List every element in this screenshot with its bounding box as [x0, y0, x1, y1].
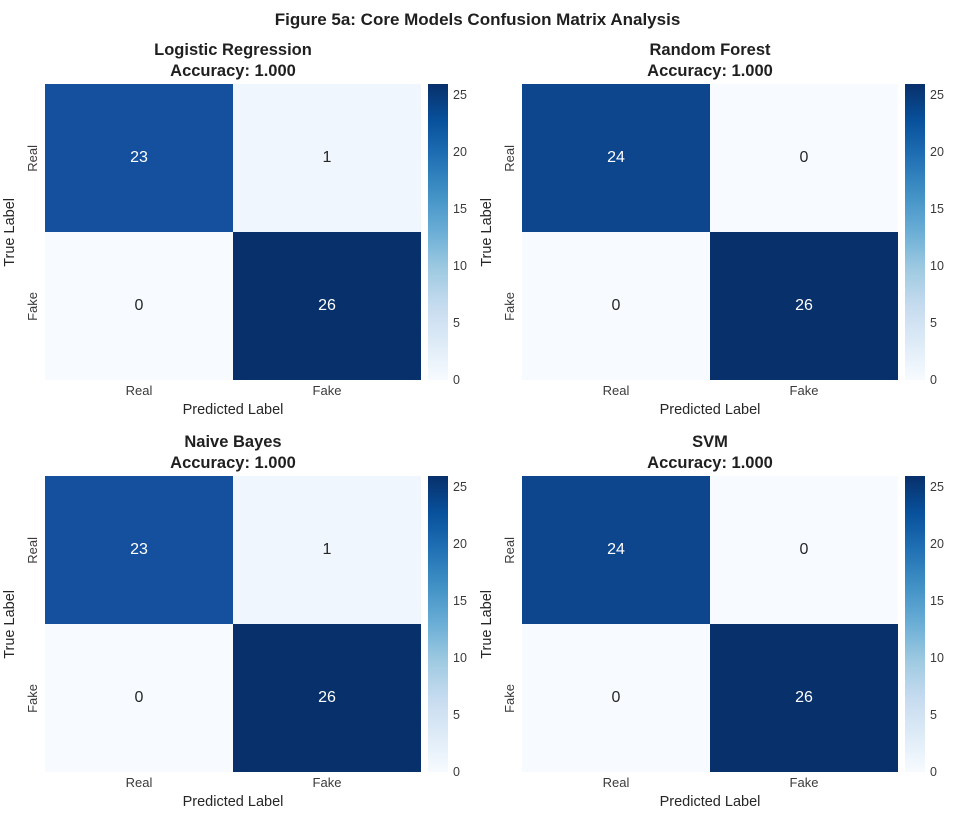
y-axis-label: True Label — [2, 589, 18, 659]
colorbar-tick-label: 0 — [453, 764, 460, 779]
x-tick-fake: Fake — [312, 382, 342, 398]
y-tick-fake: Fake — [25, 683, 40, 713]
cell-true-real-pred-fake: 1 — [233, 84, 421, 232]
confusion-matrix-heatmap: 24 0 0 26 — [522, 84, 898, 380]
colorbar-tick-label: 20 — [930, 537, 944, 552]
cell-true-fake-pred-real: 0 — [45, 232, 233, 380]
colorbar-ticks: 0 5 10 15 20 25 — [925, 84, 954, 386]
x-tick-real: Real — [602, 382, 630, 398]
y-tick-real: Real — [25, 536, 40, 564]
subplot-accuracy: Accuracy: 1.000 — [170, 62, 296, 80]
colorbar-track — [905, 84, 925, 380]
x-axis-label: Predicted Label — [182, 402, 284, 418]
cell-true-real-pred-real: 24 — [522, 476, 710, 624]
cell-true-fake-pred-fake: 26 — [710, 624, 898, 772]
colorbar-tick-label: 25 — [453, 480, 467, 495]
cell-true-fake-pred-real: 0 — [45, 624, 233, 772]
y-tick-fake: Fake — [502, 683, 517, 713]
figure-title: Figure 5a: Core Models Confusion Matrix … — [274, 10, 681, 29]
subplot-random-forest: Random Forest Accuracy: 1.000 True Label… — [477, 38, 954, 424]
colorbar-tick-label: 5 — [930, 707, 937, 722]
colorbar-ticks: 0 5 10 15 20 25 — [448, 476, 477, 778]
cell-true-fake-pred-fake: 26 — [233, 232, 421, 380]
colorbar-tick-label: 10 — [930, 650, 944, 665]
colorbar-tick-label: 5 — [453, 707, 460, 722]
x-axis-label: Predicted Label — [182, 794, 284, 810]
cell-true-real-pred-real: 24 — [522, 84, 710, 232]
colorbar-tick-label: 20 — [453, 537, 467, 552]
x-tick-fake: Fake — [312, 774, 342, 790]
colorbar-track — [428, 476, 448, 772]
colorbar-tick-label: 25 — [930, 480, 944, 495]
y-axis-label: True Label — [2, 197, 18, 267]
x-tick-fake: Fake — [789, 382, 819, 398]
colorbar-tick-label: 25 — [930, 88, 944, 103]
y-tick-real: Real — [25, 144, 40, 172]
colorbar-ticks: 0 5 10 15 20 25 — [448, 84, 477, 386]
colorbar-tick-label: 15 — [453, 201, 467, 216]
cell-true-fake-pred-real: 0 — [522, 232, 710, 380]
colorbar-tick-label: 5 — [930, 315, 937, 330]
colorbar-tick-label: 0 — [453, 372, 460, 387]
colorbar-tick-label: 15 — [930, 593, 944, 608]
x-axis-label: Predicted Label — [659, 794, 761, 810]
y-tick-fake: Fake — [502, 291, 517, 321]
cell-true-real-pred-fake: 0 — [710, 476, 898, 624]
subplot-accuracy: Accuracy: 1.000 — [170, 454, 296, 472]
y-tick-real: Real — [502, 144, 517, 172]
x-tick-real: Real — [602, 774, 630, 790]
subplot-title: Naive Bayes — [184, 433, 282, 451]
colorbar-tick-label: 5 — [453, 315, 460, 330]
subplot-grid: Logistic Regression Accuracy: 1.000 True… — [0, 38, 955, 816]
x-tick-fake: Fake — [789, 774, 819, 790]
subplot-svm: SVM Accuracy: 1.000 True Label Real Fake… — [477, 430, 954, 816]
x-tick-real: Real — [125, 382, 153, 398]
x-axis-label: Predicted Label — [659, 402, 761, 418]
subplot-title: SVM — [692, 433, 728, 451]
cell-true-real-pred-fake: 0 — [710, 84, 898, 232]
cell-true-fake-pred-fake: 26 — [233, 624, 421, 772]
confusion-matrix-heatmap: 23 1 0 26 — [45, 84, 421, 380]
colorbar-tick-label: 25 — [453, 88, 467, 103]
y-tick-real: Real — [502, 536, 517, 564]
cell-true-real-pred-fake: 1 — [233, 476, 421, 624]
subplot-title: Random Forest — [649, 41, 771, 59]
y-axis-label: True Label — [479, 197, 495, 267]
cell-true-fake-pred-fake: 26 — [710, 232, 898, 380]
colorbar-tick-label: 10 — [930, 258, 944, 273]
colorbar-tick-label: 20 — [930, 145, 944, 160]
y-axis-label: True Label — [479, 589, 495, 659]
colorbar-tick-label: 20 — [453, 145, 467, 160]
confusion-matrix-heatmap: 24 0 0 26 — [522, 476, 898, 772]
subplot-accuracy: Accuracy: 1.000 — [647, 454, 773, 472]
y-tick-fake: Fake — [25, 291, 40, 321]
colorbar-track — [905, 476, 925, 772]
cell-true-real-pred-real: 23 — [45, 84, 233, 232]
subplot-accuracy: Accuracy: 1.000 — [647, 62, 773, 80]
subplot-title: Logistic Regression — [154, 41, 312, 59]
colorbar-tick-label: 15 — [930, 201, 944, 216]
confusion-matrix-heatmap: 23 1 0 26 — [45, 476, 421, 772]
colorbar-tick-label: 10 — [453, 258, 467, 273]
colorbar-tick-label: 0 — [930, 764, 937, 779]
subplot-logistic-regression: Logistic Regression Accuracy: 1.000 True… — [0, 38, 477, 424]
colorbar-tick-label: 10 — [453, 650, 467, 665]
colorbar-tick-label: 15 — [453, 593, 467, 608]
x-tick-real: Real — [125, 774, 153, 790]
colorbar-ticks: 0 5 10 15 20 25 — [925, 476, 954, 778]
cell-true-real-pred-real: 23 — [45, 476, 233, 624]
subplot-naive-bayes: Naive Bayes Accuracy: 1.000 True Label R… — [0, 430, 477, 816]
colorbar-track — [428, 84, 448, 380]
cell-true-fake-pred-real: 0 — [522, 624, 710, 772]
colorbar-tick-label: 0 — [930, 372, 937, 387]
